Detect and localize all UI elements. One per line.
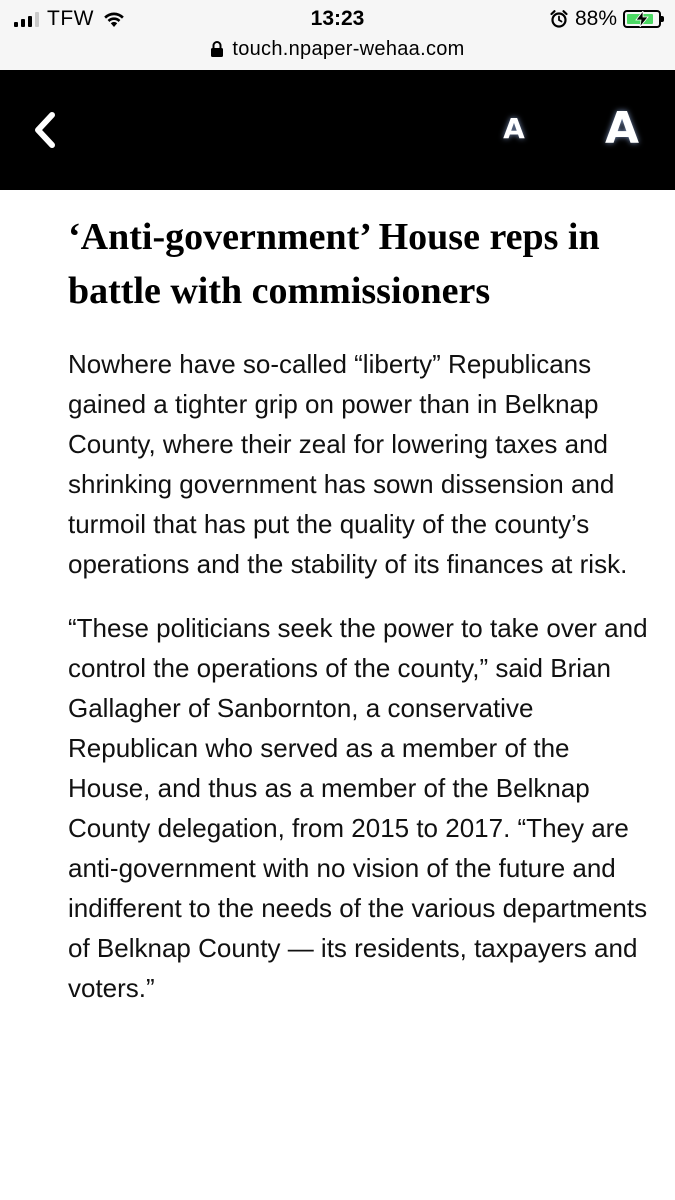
status-right: 88% — [549, 6, 664, 32]
address-bar[interactable]: touch.npaper-wehaa.com — [0, 36, 675, 62]
status-left: TFW — [14, 6, 126, 32]
alarm-icon — [550, 10, 568, 28]
battery-charging-icon — [623, 10, 664, 28]
article-headline: ‘Anti-government’ House reps in battle w… — [68, 216, 600, 312]
increase-font-button[interactable]: A — [604, 103, 640, 154]
battery-percent: 88% — [574, 7, 617, 30]
article-body: ‘Anti-government’ House reps in battle w… — [68, 210, 653, 1008]
reader-toolbar: A A — [0, 70, 675, 190]
decrease-font-button[interactable]: A — [503, 112, 525, 145]
status-bar: TFW 13:23 88% touch.npaper-wehaa.com — [0, 0, 675, 70]
carrier-name: TFW — [47, 7, 94, 30]
back-button[interactable] — [22, 108, 66, 152]
wifi-icon — [104, 12, 124, 27]
chevron-left-icon — [35, 112, 55, 148]
article-paragraph: Nowhere have so-called “liberty” Republi… — [68, 349, 628, 579]
article-paragraph: “These politicians seek the power to tak… — [68, 613, 648, 1003]
status-time: 13:23 — [310, 7, 365, 30]
signal-icon — [14, 11, 39, 27]
url-text: touch.npaper-wehaa.com — [232, 37, 465, 60]
lock-icon — [211, 41, 224, 57]
